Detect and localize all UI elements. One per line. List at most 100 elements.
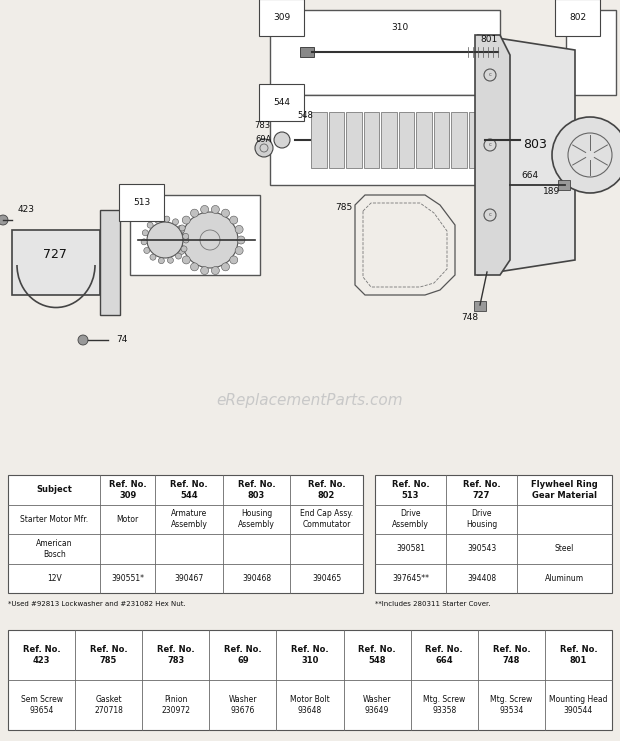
Text: Flywheel Ring
Gear Material: Flywheel Ring Gear Material (531, 479, 598, 499)
Text: Starter Motor Mfr.: Starter Motor Mfr. (20, 515, 88, 524)
Circle shape (179, 225, 185, 231)
Circle shape (255, 139, 273, 157)
Text: 785: 785 (335, 202, 352, 211)
Text: 390468: 390468 (242, 574, 271, 582)
Circle shape (190, 263, 198, 271)
Text: Ref. No.
785: Ref. No. 785 (90, 645, 128, 665)
Circle shape (274, 132, 290, 148)
Text: Steel: Steel (555, 544, 574, 554)
Text: 69A: 69A (256, 136, 272, 144)
Bar (346, 112, 361, 168)
Text: 727: 727 (43, 248, 67, 262)
Bar (270, 10, 500, 95)
Text: 544: 544 (273, 98, 290, 107)
Circle shape (177, 247, 185, 255)
Text: 390581: 390581 (396, 544, 425, 554)
Text: Mtg. Screw
93534: Mtg. Screw 93534 (490, 695, 533, 715)
Text: Ref. No.
783: Ref. No. 783 (157, 645, 195, 665)
Text: c: c (489, 73, 492, 78)
Circle shape (201, 205, 208, 213)
Circle shape (221, 263, 229, 271)
Text: Subject: Subject (36, 485, 72, 494)
Circle shape (172, 219, 179, 225)
Circle shape (175, 236, 183, 244)
Text: Drive
Housing: Drive Housing (466, 509, 497, 529)
Text: 801: 801 (480, 36, 497, 44)
Text: 513: 513 (133, 198, 150, 207)
Circle shape (150, 254, 156, 260)
Text: 423: 423 (18, 205, 35, 213)
Circle shape (230, 256, 237, 264)
Text: 394408: 394408 (467, 574, 496, 582)
Text: Ref. No.
309: Ref. No. 309 (109, 479, 146, 499)
Circle shape (147, 222, 153, 228)
Text: Ref. No.
423: Ref. No. 423 (23, 645, 60, 665)
Text: Motor Bolt
93648: Motor Bolt 93648 (290, 695, 330, 715)
Circle shape (141, 239, 147, 245)
Text: 803: 803 (523, 139, 547, 151)
Circle shape (181, 246, 187, 252)
Text: 390465: 390465 (312, 574, 341, 582)
Bar (433, 112, 449, 168)
Text: Motor: Motor (117, 515, 139, 524)
Text: 310: 310 (391, 22, 409, 32)
Text: Drive
Assembly: Drive Assembly (392, 509, 429, 529)
Text: 390467: 390467 (174, 574, 204, 582)
Circle shape (235, 225, 243, 233)
Circle shape (158, 258, 164, 264)
Text: 783: 783 (254, 121, 270, 130)
Bar (12, 230, 100, 295)
Circle shape (201, 267, 208, 274)
Text: c: c (489, 213, 492, 218)
Text: Ref. No.
802: Ref. No. 802 (308, 479, 345, 499)
Bar (130, 195, 260, 275)
Circle shape (142, 230, 148, 236)
Text: 309: 309 (273, 13, 290, 22)
Text: Washer
93676: Washer 93676 (229, 695, 257, 715)
Text: Ref. No.
801: Ref. No. 801 (560, 645, 597, 665)
Text: Ref. No.
513: Ref. No. 513 (392, 479, 430, 499)
Text: 548: 548 (297, 110, 313, 119)
Text: American
Bosch: American Bosch (36, 539, 73, 559)
Text: Ref. No.
548: Ref. No. 548 (358, 645, 396, 665)
Text: Ref. No.
803: Ref. No. 803 (237, 479, 275, 499)
Text: Housing
Assembly: Housing Assembly (238, 509, 275, 529)
Bar (566, 10, 616, 95)
Circle shape (78, 335, 88, 345)
Text: Ref. No.
664: Ref. No. 664 (425, 645, 463, 665)
Bar (474, 301, 486, 311)
Bar (469, 112, 484, 168)
Text: Gasket
270718: Gasket 270718 (94, 695, 123, 715)
Text: Mtg. Screw
93358: Mtg. Screw 93358 (423, 695, 466, 715)
Text: **Includes 280311 Starter Cover.: **Includes 280311 Starter Cover. (375, 601, 490, 607)
Text: Armature
Assembly: Armature Assembly (170, 509, 208, 529)
Circle shape (235, 247, 243, 255)
Text: 664: 664 (521, 170, 539, 179)
Bar (8, 630, 612, 730)
Bar (375, 475, 612, 593)
Circle shape (177, 225, 185, 233)
Circle shape (230, 216, 237, 224)
Text: Ref. No.
69: Ref. No. 69 (224, 645, 262, 665)
Circle shape (182, 216, 190, 224)
Circle shape (221, 209, 229, 217)
Circle shape (155, 217, 161, 223)
Circle shape (0, 215, 8, 225)
Bar (399, 112, 414, 168)
Bar (8, 475, 363, 593)
Circle shape (144, 247, 150, 253)
Text: End Cap Assy.
Commutator: End Cap Assy. Commutator (300, 509, 353, 529)
Text: 748: 748 (461, 313, 479, 322)
Text: 802: 802 (569, 13, 586, 22)
Text: 390543: 390543 (467, 544, 496, 554)
Text: c: c (489, 142, 492, 147)
Circle shape (211, 267, 219, 274)
Text: Sem Screw
93654: Sem Screw 93654 (20, 695, 63, 715)
Text: *Used #92813 Lockwasher and #231082 Hex Nut.: *Used #92813 Lockwasher and #231082 Hex … (8, 601, 186, 607)
Bar (100, 210, 120, 315)
Text: Ref. No.
748: Ref. No. 748 (492, 645, 530, 665)
Circle shape (552, 117, 620, 193)
Circle shape (190, 209, 198, 217)
Bar (270, 95, 500, 185)
Bar (329, 112, 344, 168)
